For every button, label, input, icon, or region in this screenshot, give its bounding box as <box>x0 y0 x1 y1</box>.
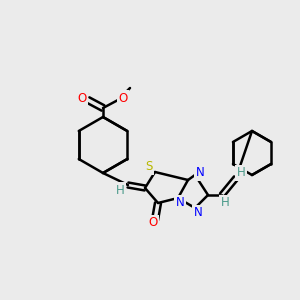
Text: O: O <box>77 92 87 104</box>
Text: S: S <box>145 160 153 173</box>
Text: N: N <box>196 167 204 179</box>
Text: O: O <box>148 217 158 230</box>
Text: O: O <box>118 92 127 104</box>
Text: N: N <box>194 206 202 220</box>
Text: H: H <box>237 167 245 179</box>
Text: H: H <box>220 196 230 209</box>
Text: H: H <box>116 184 124 196</box>
Text: N: N <box>176 196 184 209</box>
